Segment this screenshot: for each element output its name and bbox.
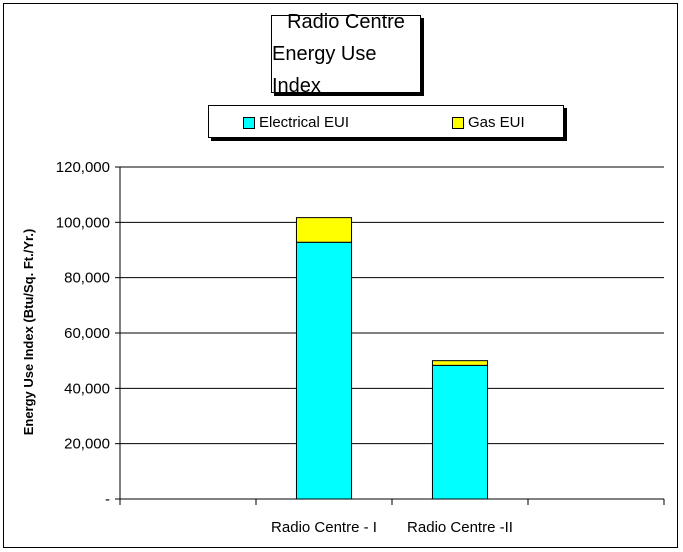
bar-electrical-eui-1 [431,364,489,500]
y-tick-label-2: 40,000 [64,380,110,397]
bar-gas-eui-0 [295,217,353,243]
grid-lines [120,166,664,445]
chart-title-line-1: Radio Centre [287,11,405,33]
bar-electrical-eui-0 [295,241,353,500]
x-category-label-0: Radio Centre - I [271,519,377,536]
y-tick-label-3: 60,000 [64,325,110,342]
y-tick-label-6: 120,000 [56,159,110,176]
bar-layer [295,217,489,500]
legend-item-gas: Gas EUI [452,114,525,131]
chart-title-line-2: Energy Use Index [272,43,377,97]
bar-gas-eui-1 [431,360,489,366]
y-tick-label-1: 20,000 [64,436,110,453]
x-category-label-1: Radio Centre -II [407,519,513,536]
chart-title-box: Radio Centre Energy Use Index [271,11,421,97]
legend-item-electrical: Electrical EUI [243,114,349,131]
y-tick-label-4: 80,000 [64,270,110,287]
chart-legend: Electrical EUI Gas EUI [208,105,564,138]
y-tick-label-5: 100,000 [56,214,110,231]
legend-label-electrical: Electrical EUI [259,114,350,131]
legend-label-gas: Gas EUI [468,114,525,131]
legend-swatch-gas [452,116,464,129]
y-tick-label-0: - [105,491,110,508]
y-axis-title: Energy Use Index (Btu/Sq. Ft./Yr.) [21,229,36,436]
label-layer: - 20,000 40,000 60,000 80,000 100,000 120,000 R… [56,159,513,536]
axis-layer [115,166,665,505]
legend-swatch-electrical [243,116,255,129]
